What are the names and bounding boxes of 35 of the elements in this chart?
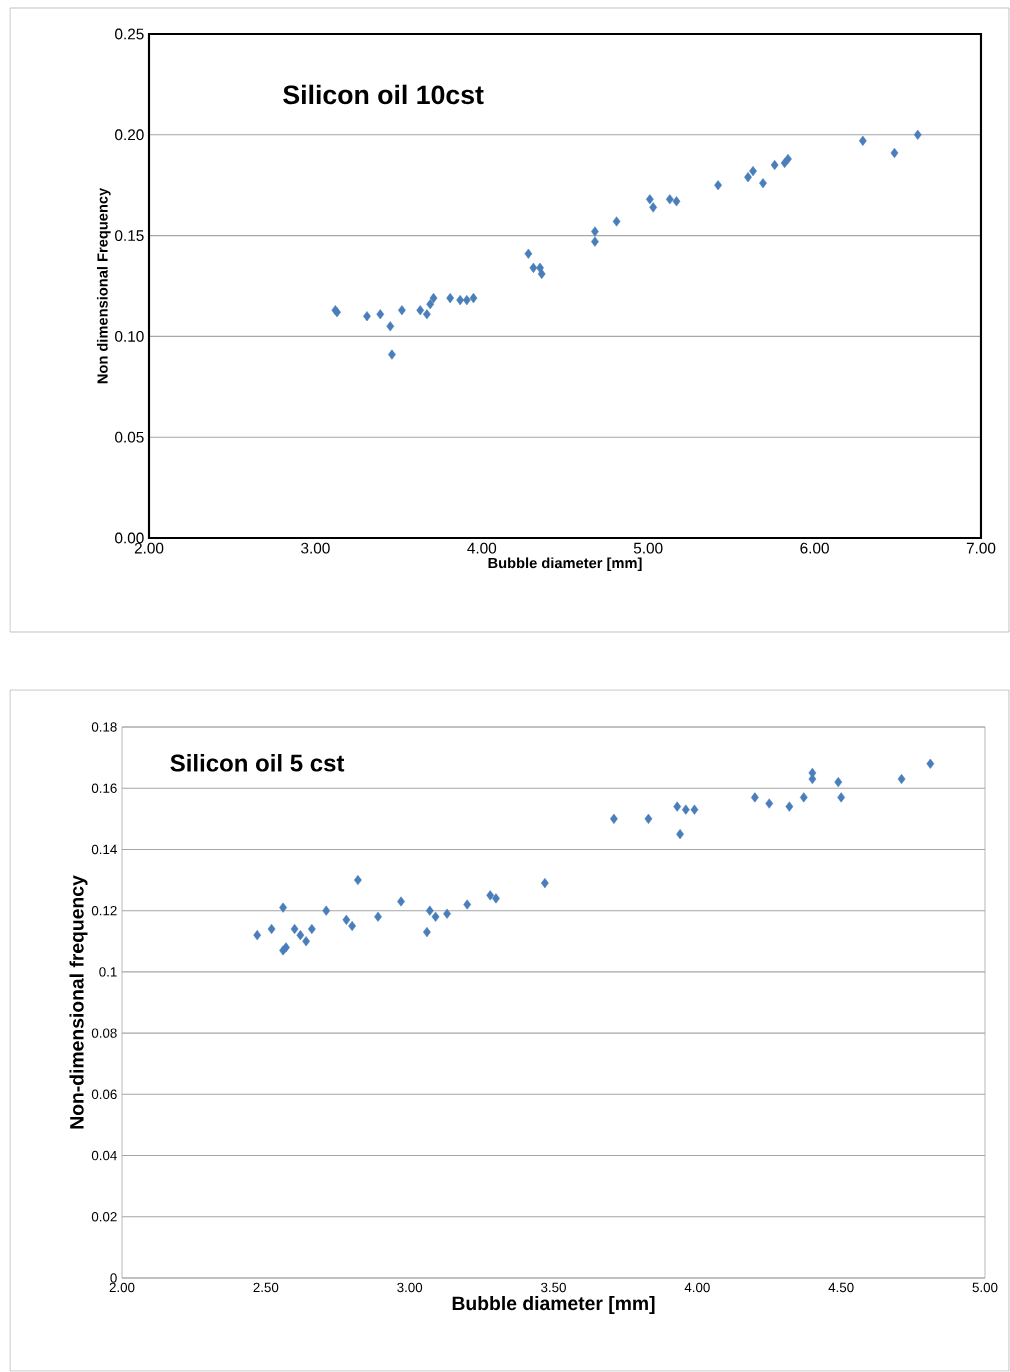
y-tick-label: 0.02 [91, 1212, 117, 1222]
x-tick-label: 3.00 [397, 1282, 423, 1293]
x-tick-label: 4.00 [467, 542, 497, 554]
y-tick-label: 0.05 [115, 431, 144, 443]
y-tick-label: 0.15 [115, 230, 144, 242]
x-tick-label: 4.00 [684, 1282, 710, 1293]
y-tick-label: 0.10 [115, 330, 144, 342]
x-tick-label: 5.00 [972, 1282, 998, 1293]
x-tick-label: 3.00 [301, 542, 330, 554]
y-axis-title: Non dimensional Frequency [96, 187, 111, 384]
y-tick-label: 0.08 [91, 1028, 117, 1038]
y-tick-label: 0.06 [91, 1089, 117, 1100]
x-tick-label: 4.50 [828, 1282, 854, 1293]
text: Silicon oil 5 cst [170, 753, 345, 772]
x-tick-label: 3.50 [541, 1282, 566, 1293]
y-tick-label: 0.12 [91, 905, 117, 916]
y-tick-label: 0.14 [91, 844, 117, 855]
y-tick-label: 0.25 [115, 28, 144, 40]
x-tick-label: 2.50 [253, 1282, 279, 1293]
x-tick-label: 6.00 [800, 542, 829, 554]
x-tick-label: 7.00 [966, 542, 996, 554]
x-axis-title: Bubble diameter [mm] [452, 1295, 655, 1314]
y-tick-label: 0.00 [115, 532, 144, 544]
x-axis-title: Bubble diameter [mm] [488, 557, 642, 572]
x-tick-label: 2.00 [134, 542, 164, 554]
y-tick-label: 0.04 [91, 1150, 117, 1161]
y-tick-label: 0.18 [91, 722, 117, 732]
x-tick-label: 2.00 [109, 1282, 135, 1293]
y-tick-label: 0.20 [115, 129, 144, 141]
y-axis-title: Non-dimensional frequency [69, 875, 88, 1129]
y-tick-label: 0.1 [99, 967, 117, 977]
y-tick-label: 0 [110, 1273, 117, 1283]
x-tick-label: 5.00 [633, 542, 663, 554]
y-tick-label: 0.16 [91, 783, 117, 793]
text: Silicon oil 10cst [283, 84, 484, 105]
